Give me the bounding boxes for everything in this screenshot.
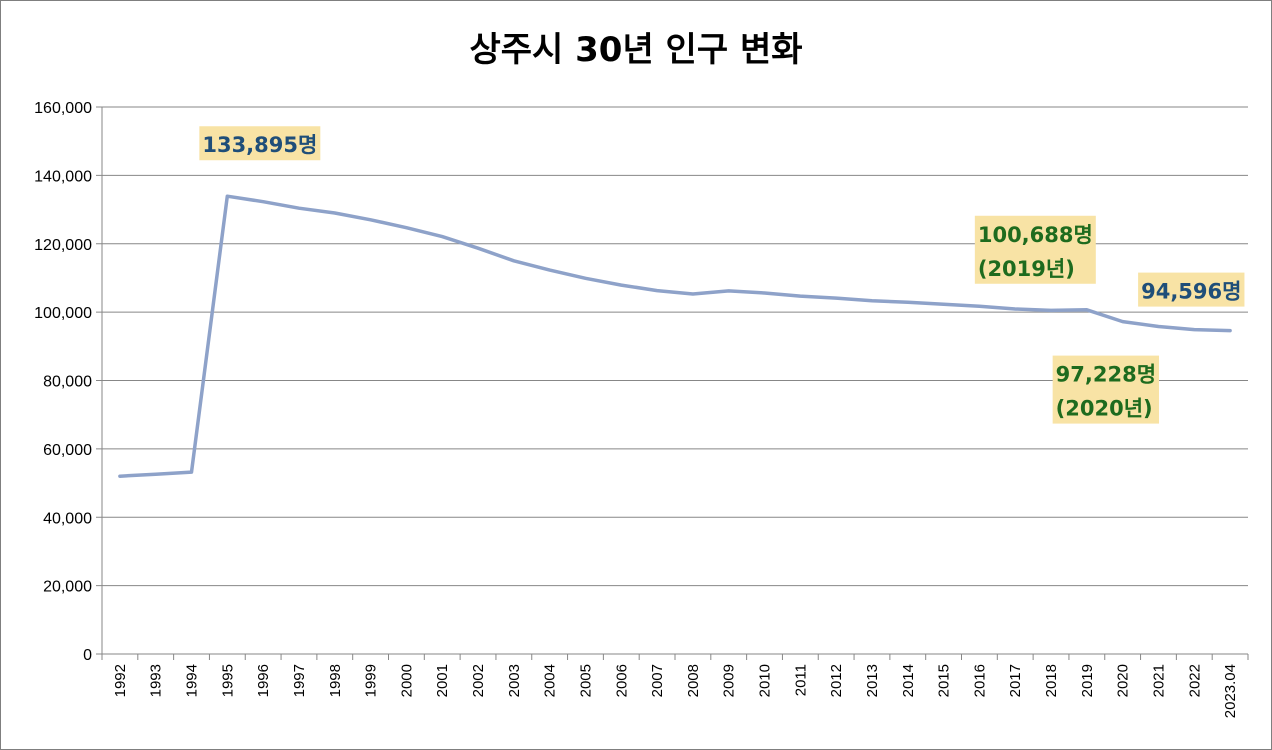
annotation-label: 100,688명: [978, 223, 1093, 247]
data-point: [154, 472, 157, 476]
annotation-box: [974, 215, 1096, 284]
data-point: [369, 218, 372, 222]
x-tick-label: 1996: [255, 664, 272, 697]
series-line: [118, 194, 1232, 478]
x-tick-label: 2011: [792, 664, 809, 696]
annotation-label: 133,895명: [202, 133, 317, 157]
y-axis: 0 20,000 40,000 60,000 80,000 100,000 120,000 1…: [34, 100, 103, 664]
x-tick-label: 2003: [506, 664, 523, 697]
series-layer: [118, 194, 1232, 478]
y-tick-label: 20,000: [43, 579, 92, 596]
y-tick-label: 100,000: [34, 305, 92, 322]
x-tick-label: 2018: [1043, 664, 1060, 697]
x-tick-label: 2021: [1150, 664, 1167, 697]
annotation-box: [1052, 355, 1160, 424]
x-tick-label: 2017: [1007, 664, 1024, 697]
x-tick-label: 1994: [184, 664, 201, 697]
data-point: [620, 283, 623, 287]
data-point: [1157, 325, 1160, 328]
y-tick-label: 120,000: [34, 237, 92, 254]
data-point: [1049, 309, 1053, 312]
x-tick-label: 2008: [685, 664, 702, 697]
data-point: [1193, 328, 1196, 331]
data-point: [261, 200, 265, 203]
data-point: [1085, 308, 1089, 311]
x-tick-label: 2005: [577, 664, 594, 697]
data-point: [834, 296, 838, 300]
data-point: [297, 206, 301, 210]
x-tick-label: 2001: [434, 664, 451, 697]
x-tick-label: 1999: [363, 664, 380, 697]
x-tick-label: 2004: [542, 664, 559, 697]
annotation-callout: 94,596명: [1138, 272, 1245, 307]
annotation-callout: 100,688명 (2019년): [974, 215, 1096, 284]
y-tick-label: 60,000: [43, 442, 92, 459]
data-point: [1014, 307, 1017, 311]
x-tick-label: 1997: [291, 664, 308, 697]
annotation-box: [199, 126, 321, 161]
data-point: [978, 305, 981, 308]
y-tick-label: 0: [83, 647, 92, 664]
x-tick-label: 1992: [112, 664, 129, 697]
y-tick-label: 40,000: [43, 510, 92, 527]
x-axis: 1992 1993 1994 1995 1996 1997 1998 1999 2000 2001…: [101, 653, 1249, 718]
data-point: [906, 301, 909, 304]
data-point: [190, 470, 193, 474]
x-tick-label: 2020: [1115, 664, 1132, 697]
x-tick-label: 2000: [398, 664, 415, 697]
y-tick-label: 80,000: [43, 374, 92, 391]
y-tick-label: 140,000: [34, 168, 92, 185]
x-tick-label: 1998: [327, 664, 344, 697]
data-point: [476, 246, 480, 250]
data-point: [1228, 329, 1232, 332]
x-tick-label: 2009: [721, 664, 738, 697]
x-tick-label: 1993: [148, 664, 165, 697]
data-point: [655, 289, 659, 292]
x-tick-label: 2006: [613, 664, 630, 697]
x-tick-label: 2023.04: [1222, 664, 1239, 718]
data-point: [548, 268, 551, 272]
chart-title: 상주시 30년 인구 변화: [469, 30, 803, 70]
gridlines: [102, 106, 1248, 587]
data-point: [405, 226, 408, 229]
x-tick-label: 2022: [1186, 664, 1203, 697]
annotations-layer: 133,895명 100,688명 (2019년) 97,228명 (2020년) 94,…: [199, 126, 1245, 424]
x-tick-label: 2016: [971, 664, 988, 697]
annotation-callout: 97,228명 (2020년): [1052, 355, 1160, 424]
annotation-label: 97,228명: [1056, 363, 1156, 387]
y-tick-label: 160,000: [34, 100, 92, 117]
data-point: [1121, 320, 1124, 323]
x-tick-label: 2015: [936, 664, 953, 697]
x-tick-label: 2010: [757, 664, 774, 697]
x-tick-label: 2013: [864, 664, 881, 697]
data-point: [333, 211, 336, 215]
data-point: [763, 291, 766, 295]
x-tick-label: 2007: [649, 664, 666, 697]
x-tick-label: 2014: [900, 664, 917, 697]
x-tick-label: 2002: [470, 664, 487, 697]
data-point: [727, 289, 730, 293]
annotation-label: (2019년): [978, 257, 1075, 281]
data-point: [118, 475, 122, 478]
x-tick-label: 1995: [219, 664, 236, 697]
data-point: [512, 259, 516, 263]
annotation-label: 94,596명: [1141, 280, 1241, 304]
annotation-callout: 133,895명: [199, 126, 321, 161]
data-point: [584, 277, 587, 280]
annotation-label: (2020년): [1056, 397, 1153, 421]
annotation-box: [1138, 272, 1245, 307]
data-point: [226, 195, 229, 198]
data-point: [799, 294, 802, 298]
data-point: [870, 299, 874, 303]
data-point: [942, 303, 945, 306]
x-tick-label: 2019: [1079, 664, 1096, 697]
data-point: [691, 292, 695, 296]
data-point: [441, 235, 444, 238]
x-tick-label: 2012: [828, 664, 845, 697]
